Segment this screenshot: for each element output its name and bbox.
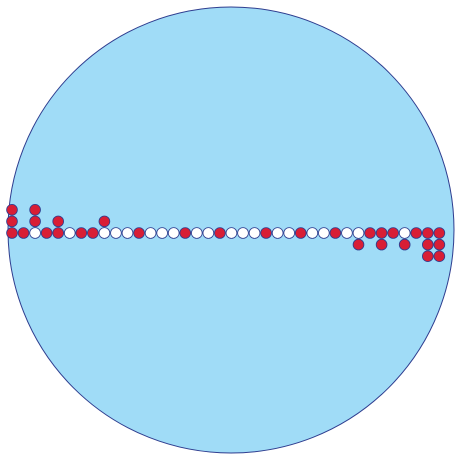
red-bead <box>364 227 376 239</box>
white-bead <box>248 227 261 239</box>
red-bead-below <box>375 238 388 251</box>
white-bead <box>318 227 330 239</box>
red-bead <box>133 227 145 239</box>
white-bead <box>121 227 134 239</box>
white-bead <box>271 227 284 239</box>
red-bead-above <box>6 204 18 216</box>
white-bead <box>237 227 249 239</box>
white-bead <box>352 227 365 239</box>
white-bead <box>225 227 238 239</box>
red-bead-above <box>6 215 18 228</box>
red-bead-below <box>398 238 411 251</box>
white-bead <box>306 227 319 239</box>
red-bead <box>387 227 399 239</box>
white-bead <box>110 227 122 239</box>
white-bead <box>167 227 180 239</box>
red-bead <box>87 227 99 239</box>
red-bead <box>433 227 446 239</box>
red-bead-above <box>52 215 64 228</box>
white-bead <box>98 227 111 239</box>
red-bead-below <box>433 250 446 263</box>
red-bead <box>421 227 434 239</box>
red-bead-below <box>421 238 434 251</box>
red-bead-above <box>29 204 41 216</box>
red-bead <box>52 227 64 239</box>
white-bead <box>398 227 411 239</box>
white-bead <box>29 227 41 239</box>
red-bead-below <box>352 238 365 251</box>
bead-layer <box>6 204 446 263</box>
white-bead <box>191 227 203 239</box>
red-bead <box>375 227 388 239</box>
red-bead <box>40 227 53 239</box>
red-bead <box>17 227 30 239</box>
white-bead <box>144 227 157 239</box>
red-bead <box>410 227 423 239</box>
red-bead-below <box>433 238 446 251</box>
red-bead-above <box>98 215 111 228</box>
red-bead <box>75 227 88 239</box>
red-bead <box>329 227 342 239</box>
white-bead <box>341 227 353 239</box>
red-bead-above <box>29 215 41 228</box>
white-bead <box>156 227 168 239</box>
white-bead <box>63 227 76 239</box>
red-bead <box>6 227 18 239</box>
white-bead <box>202 227 215 239</box>
white-bead <box>283 227 296 239</box>
red-bead <box>214 227 226 239</box>
red-bead-below <box>421 250 434 263</box>
red-bead <box>260 227 272 239</box>
red-bead <box>294 227 307 239</box>
red-bead <box>179 227 192 239</box>
